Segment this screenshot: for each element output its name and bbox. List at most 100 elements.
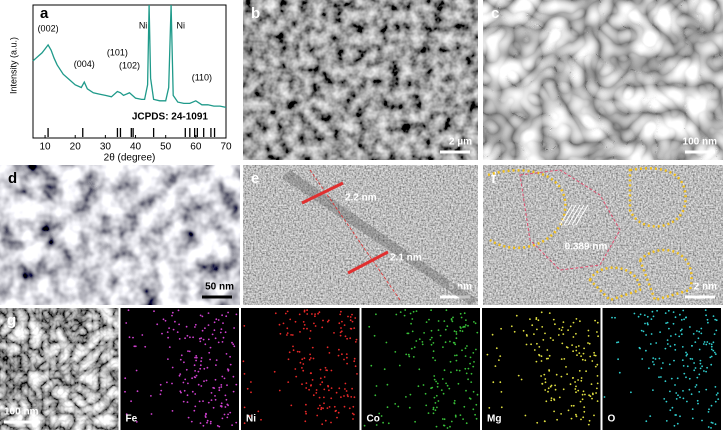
measure-line [301, 181, 344, 205]
eds-dot [553, 399, 556, 401]
eds-dot [220, 384, 223, 386]
eds-dot [671, 406, 674, 409]
scale-bar-label: 100 nm [4, 407, 39, 418]
peak-label: Ni [177, 21, 186, 31]
eds-dot [705, 388, 708, 391]
eds-dot [341, 353, 343, 356]
eds-dot [455, 333, 458, 335]
eds-dot [128, 336, 131, 339]
eds-dot [667, 309, 670, 312]
eds-dot [450, 371, 452, 374]
eds-dot [683, 372, 686, 375]
eds-dot [311, 346, 314, 349]
eds-dot [577, 389, 580, 392]
eds-dot [191, 377, 194, 380]
eds-dot [347, 315, 349, 318]
scale-bar-label: 2 µm [449, 137, 472, 148]
eds-dot [710, 427, 712, 429]
eds-dot [178, 374, 181, 377]
eds-dot [353, 327, 356, 329]
eds-dot [220, 328, 223, 331]
eds-dot [455, 369, 458, 372]
eds-dot [373, 334, 376, 337]
eds-dot [346, 356, 348, 359]
eds-dot [200, 360, 203, 363]
eds-dot [309, 330, 312, 332]
eds-dot [217, 341, 220, 344]
eds-dot [207, 338, 210, 341]
fringe [559, 204, 573, 226]
x-tick-label: 20 [70, 142, 82, 153]
eds-dot [349, 337, 352, 340]
eds-dot [550, 397, 553, 399]
eds-dot [333, 405, 336, 408]
eds-dot [441, 378, 444, 380]
eds-dot [459, 414, 462, 416]
eds-dot [351, 387, 353, 390]
eds-dot [571, 344, 573, 346]
eds-dot [124, 390, 126, 393]
eds-dot [444, 341, 447, 344]
eds-dot [351, 313, 353, 316]
eds-dot [217, 319, 220, 321]
eds-dot [698, 348, 701, 351]
eds-dot [465, 319, 467, 321]
eds-dot [578, 352, 581, 354]
eds-dot [323, 376, 326, 378]
eds-dot [540, 311, 543, 314]
eds-dot [218, 389, 221, 392]
eds-dot [185, 368, 188, 371]
eds-dot [166, 331, 169, 333]
eds-dot [346, 337, 348, 340]
eds-dot [286, 332, 289, 334]
eds-dot [686, 365, 689, 368]
eds-dot [153, 310, 155, 313]
eds-dot [413, 346, 416, 349]
eds-dot [159, 383, 162, 386]
eds-dot [318, 396, 321, 399]
eds-dot [703, 370, 705, 372]
eds-dot [545, 357, 548, 360]
eds-dot [499, 355, 502, 357]
eds-dot [678, 335, 681, 338]
region-outline [519, 169, 621, 271]
eds-dot [662, 362, 664, 364]
eds-dot [322, 407, 324, 410]
eds-dot [712, 349, 715, 352]
eds-dot [580, 418, 582, 421]
eds-dot [330, 421, 332, 424]
micrograph [0, 165, 240, 305]
eds-dot [581, 398, 584, 401]
eds-dot [301, 358, 304, 361]
eds-dot [322, 319, 324, 322]
eds-dot [531, 324, 534, 327]
eds-dot [709, 356, 712, 359]
fringe [563, 204, 577, 226]
eds-dot [653, 363, 655, 366]
eds-dot [231, 424, 234, 426]
eds-dot [171, 314, 173, 317]
eds-dot [161, 332, 163, 335]
eds-dot [409, 312, 412, 315]
eds-dot [417, 385, 420, 388]
eds-dot [219, 331, 222, 334]
eds-dot [663, 398, 666, 400]
eds-dot [554, 388, 557, 391]
eds-dot [588, 419, 591, 422]
eds-dot [461, 349, 463, 352]
eds-dot [343, 405, 346, 408]
eds-dot [303, 310, 306, 313]
eds-dot [714, 353, 717, 355]
eds-dot [404, 309, 407, 311]
eds-dot [500, 406, 503, 409]
eds-dot [305, 387, 308, 389]
eds-dot [466, 345, 468, 347]
eds-dot [432, 408, 435, 411]
eds-dot [341, 320, 343, 323]
eds-dot [125, 413, 128, 416]
eds-dot [557, 334, 560, 336]
eds-dot [375, 424, 378, 426]
eds-dot [611, 316, 613, 319]
eds-dot [650, 333, 653, 335]
eds-dot [305, 382, 308, 384]
